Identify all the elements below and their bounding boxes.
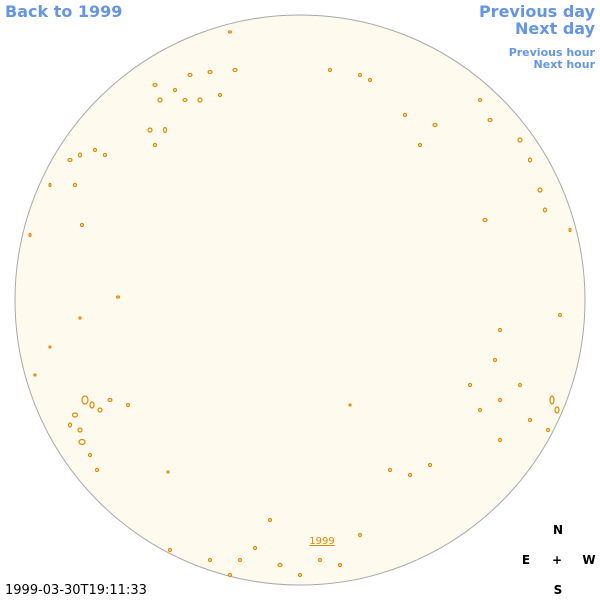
compass-east: E <box>522 553 530 567</box>
next-day-link[interactable]: Next day <box>515 19 596 38</box>
timestamp: 1999-03-30T19:11:33 <box>5 583 147 598</box>
compass-center: + <box>552 553 562 567</box>
previous-hour-link[interactable]: Previous hour <box>509 46 596 59</box>
compass-west: W <box>582 553 595 567</box>
solar-disk <box>14 14 586 586</box>
magnetic-contours <box>28 30 572 578</box>
year-link[interactable]: 1999 <box>309 536 334 547</box>
back-link[interactable]: Back to 1999 <box>5 2 122 21</box>
compass-north: N <box>553 523 563 537</box>
next-hour-link[interactable]: Next hour <box>534 58 596 71</box>
previous-day-link[interactable]: Previous day <box>479 2 596 21</box>
compass-south: S <box>554 583 563 597</box>
